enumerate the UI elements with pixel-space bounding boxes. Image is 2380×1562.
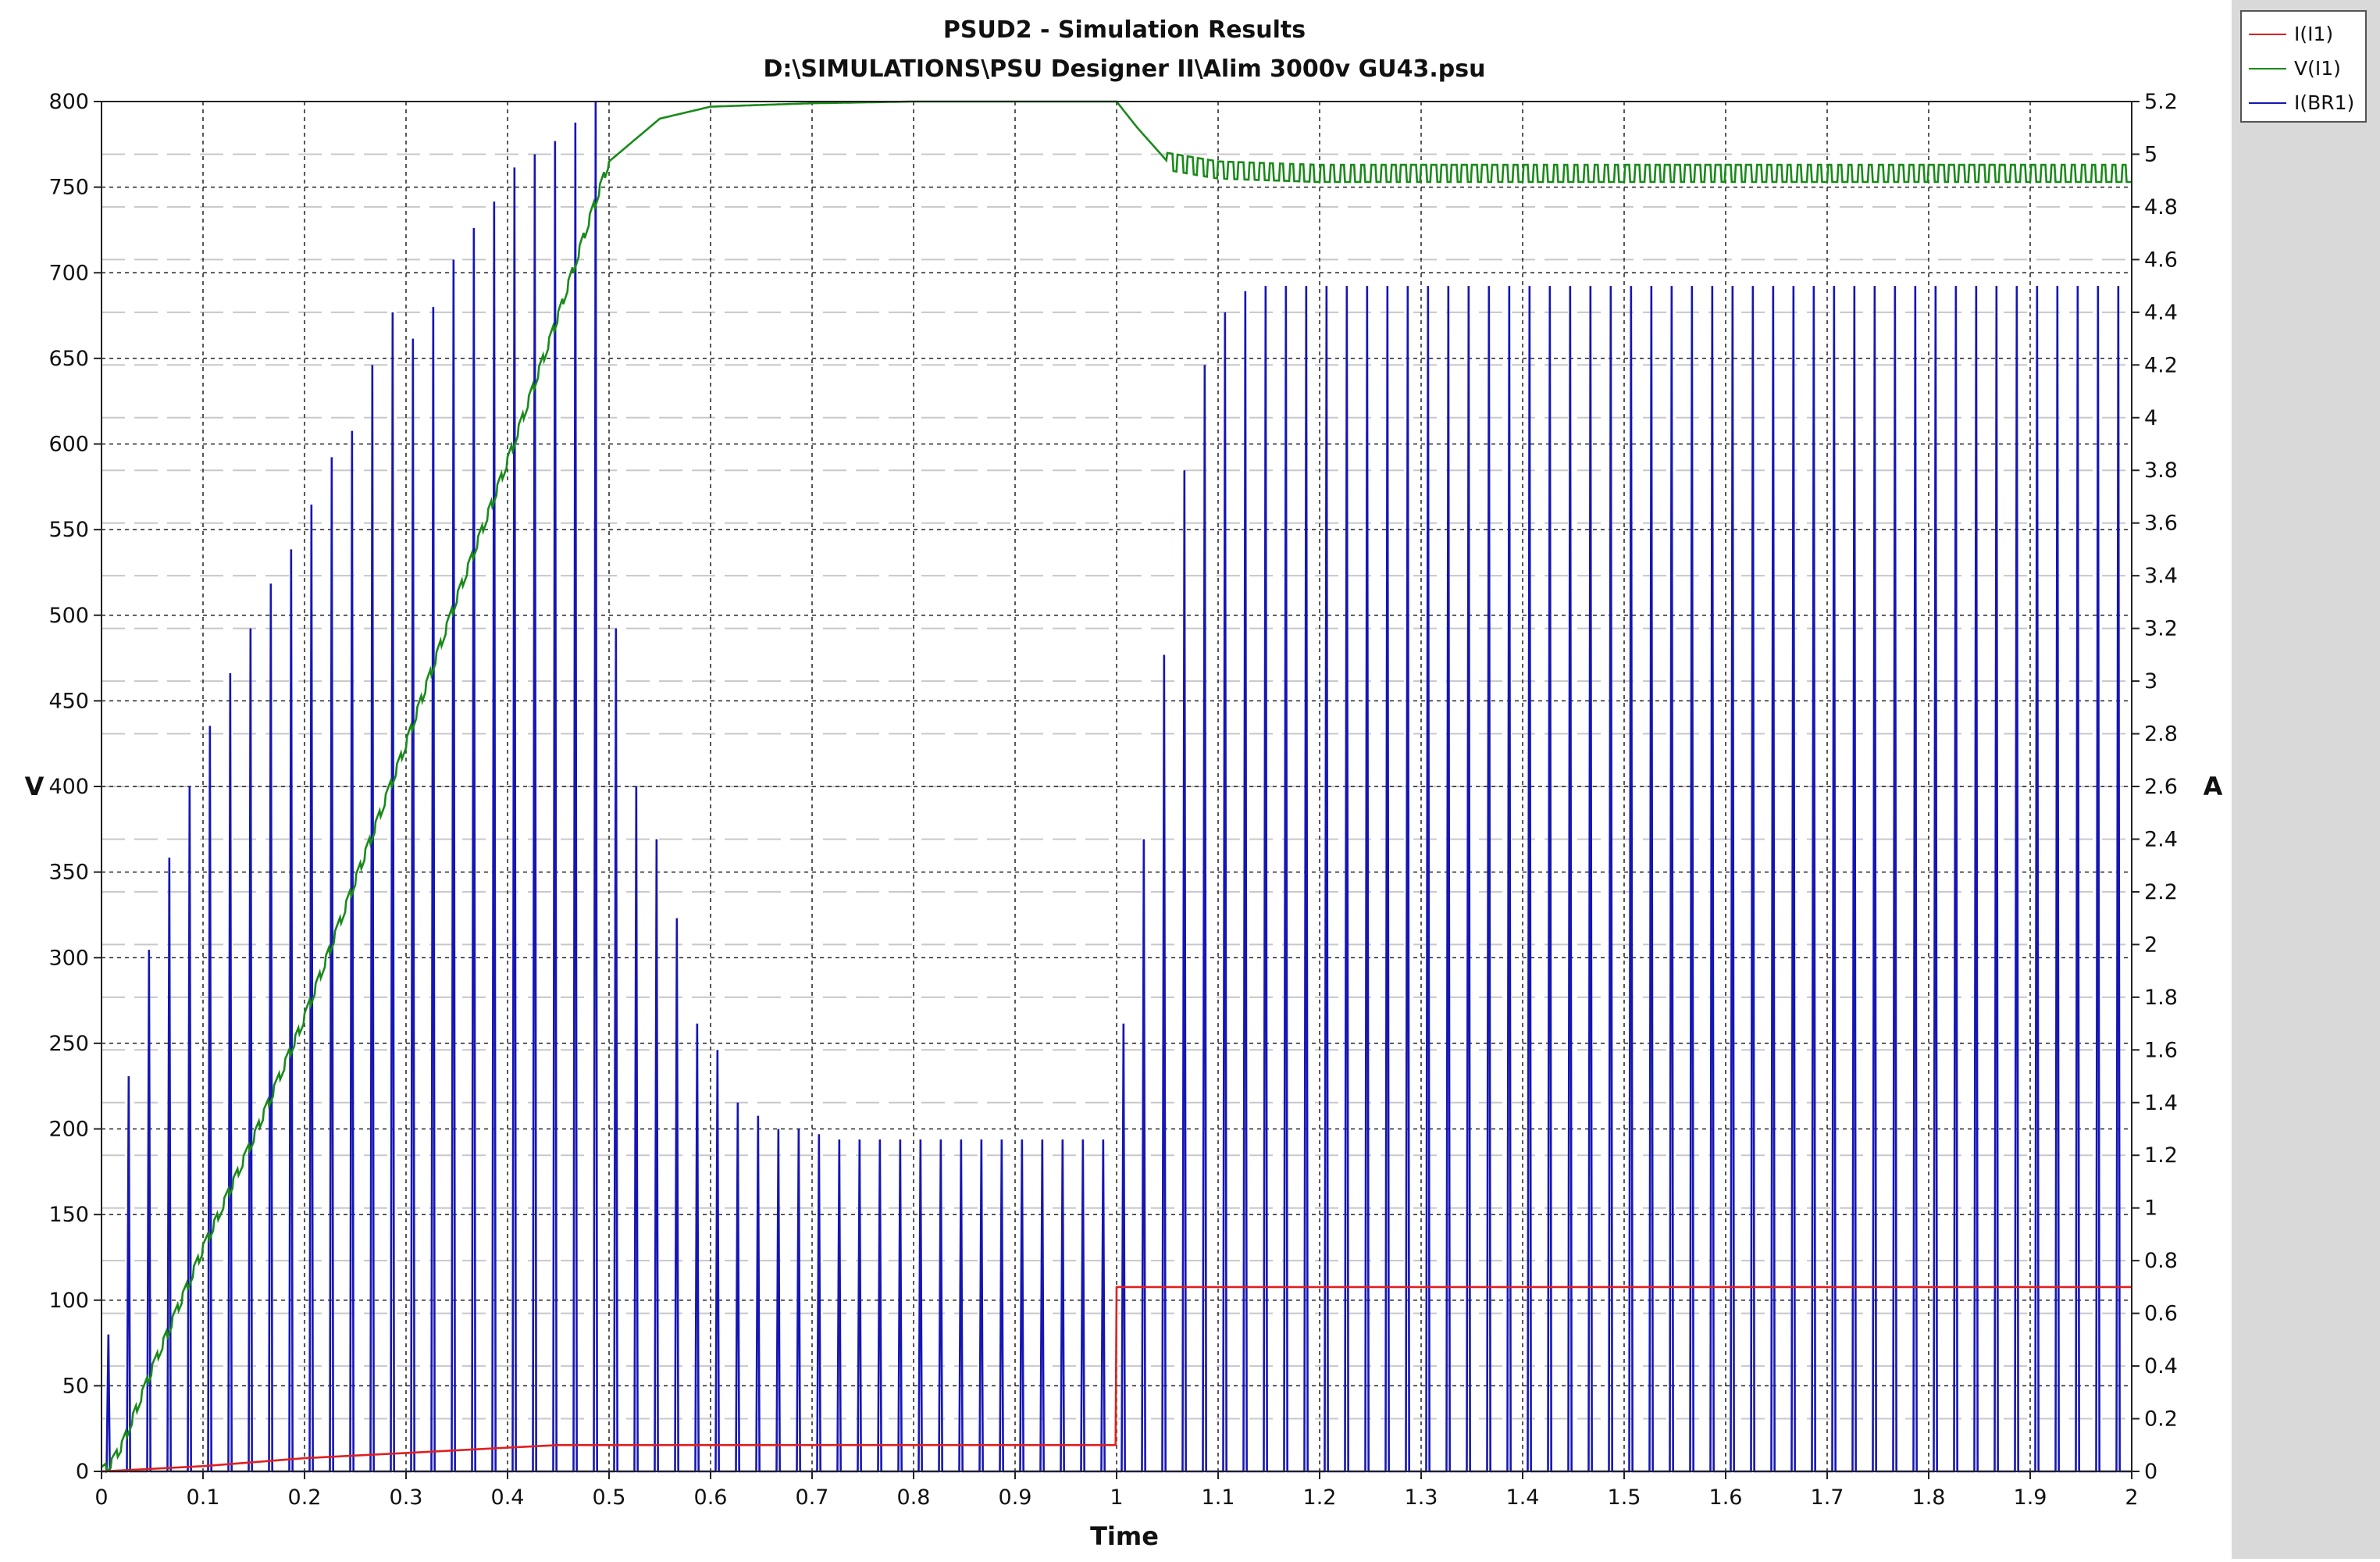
x-tick-label: 2 xyxy=(2125,1485,2138,1510)
legend-label-v-i1: V(I1) xyxy=(2294,57,2341,80)
x-tick-label: 1 xyxy=(1110,1485,1123,1510)
legend: I(I1) V(I1) I(BR1) xyxy=(2240,10,2367,123)
y-right-tick-label: 3 xyxy=(2144,669,2157,694)
y-right-tick-label: 2.8 xyxy=(2144,722,2178,747)
x-tick-labels: 0 0.1 0.2 0.3 0.4 0.5 0.6 0.7 0.8 0.9 1 1.1 1.2 1.3 1.… xyxy=(94,1471,2139,1510)
y-right-tick-label: 5 xyxy=(2144,142,2157,166)
y-left-tick-label: 750 xyxy=(48,176,89,200)
x-tick-label: 1.7 xyxy=(1811,1485,1844,1510)
chart-title: PSUD2 - Simulation Results xyxy=(943,16,1306,44)
y-right-tick-label: 0.6 xyxy=(2144,1302,2178,1326)
y-right-tick-label: 4.8 xyxy=(2144,195,2178,219)
y-right-tick-label: 3.2 xyxy=(2144,617,2178,641)
y-right-tick-label: 1.8 xyxy=(2144,986,2178,1010)
x-tick-label: 1.5 xyxy=(1608,1485,1641,1510)
y-right-tick-label: 2 xyxy=(2144,933,2157,957)
y-right-tick-label: 2.4 xyxy=(2144,827,2178,851)
y-right-tick-label: 0.2 xyxy=(2144,1407,2178,1432)
y-right-tick-label: 0.8 xyxy=(2144,1249,2178,1273)
y-right-tick-label: 2.2 xyxy=(2144,880,2178,904)
y-left-tick-label: 0 xyxy=(76,1460,89,1484)
legend-label-i-i1: I(I1) xyxy=(2294,23,2333,45)
x-tick-label: 1.4 xyxy=(1506,1485,1540,1510)
x-axis-label: Time xyxy=(1090,1521,1159,1551)
x-tick-label: 1.8 xyxy=(1912,1485,1946,1510)
x-tick-label: 1.3 xyxy=(1405,1485,1438,1510)
y-right-tick-label: 4.4 xyxy=(2144,301,2178,325)
x-tick-label: 0.7 xyxy=(796,1485,829,1510)
y-right-tick-labels: 0 0.2 0.4 0.6 0.8 1 1.2 1.4 1.6 1.8 2 2.2 2.4 2.6 2.8 3… xyxy=(2132,90,2178,1484)
series-i-i1 xyxy=(101,1286,2132,1473)
y-left-tick-label: 400 xyxy=(48,775,89,799)
y-left-tick-label: 550 xyxy=(48,518,89,542)
y-right-tick-label: 1.6 xyxy=(2144,1038,2178,1062)
y-left-tick-label: 350 xyxy=(48,861,89,885)
chart-subtitle: D:\SIMULATIONS\PSU Designer II\Alim 3000… xyxy=(764,55,1486,83)
y-left-tick-label: 100 xyxy=(48,1289,89,1313)
y-left-tick-label: 250 xyxy=(48,1032,89,1056)
y-right-tick-label: 4 xyxy=(2144,406,2157,430)
x-tick-label: 0 xyxy=(94,1485,108,1510)
x-tick-label: 1.9 xyxy=(2014,1485,2047,1510)
y-right-tick-label: 0 xyxy=(2144,1460,2157,1484)
y-right-tick-label: 5.2 xyxy=(2144,90,2178,114)
y-left-axis-label: V xyxy=(25,772,45,801)
y-left-tick-label: 50 xyxy=(62,1374,89,1398)
y-left-tick-labels: 0 50 100 150 200 250 300 350 400 450 500 550 600 650 7… xyxy=(48,90,102,1484)
x-tick-label: 0.6 xyxy=(694,1485,728,1510)
x-tick-label: 0.8 xyxy=(897,1485,931,1510)
y-left-tick-label: 150 xyxy=(48,1203,89,1227)
y-right-tick-label: 1.2 xyxy=(2144,1143,2178,1168)
x-tick-label: 0.3 xyxy=(390,1485,423,1510)
x-tick-label: 0.2 xyxy=(288,1485,322,1510)
x-tick-label: 1.2 xyxy=(1303,1485,1337,1510)
y-left-tick-label: 800 xyxy=(48,90,89,114)
y-left-tick-label: 700 xyxy=(48,261,89,285)
y-right-tick-label: 1 xyxy=(2144,1196,2157,1221)
y-left-tick-label: 600 xyxy=(48,433,89,457)
y-left-tick-label: 450 xyxy=(48,689,89,713)
x-tick-label: 0.1 xyxy=(187,1485,220,1510)
y-left-tick-label: 500 xyxy=(48,604,89,628)
y-right-tick-label: 1.4 xyxy=(2144,1091,2178,1115)
x-tick-label: 1.1 xyxy=(1202,1485,1235,1510)
y-left-tick-label: 650 xyxy=(48,347,89,371)
y-right-tick-label: 3.8 xyxy=(2144,458,2178,483)
y-right-tick-label: 4.6 xyxy=(2144,248,2178,272)
y-right-axis-label: A xyxy=(2204,772,2223,801)
grid xyxy=(101,101,2132,1472)
y-left-tick-label: 300 xyxy=(48,946,89,970)
y-left-tick-label: 200 xyxy=(48,1118,89,1142)
x-tick-label: 0.5 xyxy=(593,1485,626,1510)
x-tick-label: 0.9 xyxy=(999,1485,1032,1510)
y-right-tick-label: 2.6 xyxy=(2144,775,2178,799)
y-right-tick-label: 3.6 xyxy=(2144,512,2178,536)
x-tick-label: 1.6 xyxy=(1709,1485,1743,1510)
legend-label-i-br1: I(BR1) xyxy=(2294,91,2354,114)
y-right-tick-label: 0.4 xyxy=(2144,1354,2178,1378)
right-panel xyxy=(2232,0,2380,1559)
y-right-tick-label: 4.2 xyxy=(2144,353,2178,377)
x-tick-label: 0.4 xyxy=(491,1485,525,1510)
y-right-tick-label: 3.4 xyxy=(2144,564,2178,588)
